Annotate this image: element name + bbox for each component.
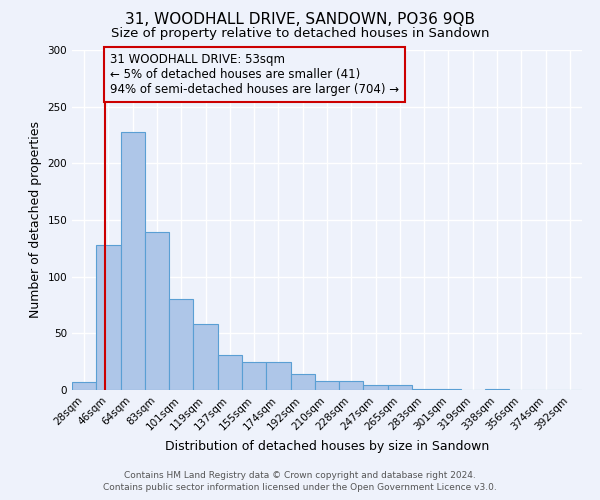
Bar [145,232,169,390]
Text: Size of property relative to detached houses in Sandown: Size of property relative to detached ho… [111,28,489,40]
Bar [339,381,364,390]
X-axis label: Distribution of detached houses by size in Sandown: Distribution of detached houses by size … [165,440,489,453]
Bar [388,386,412,390]
Bar [96,245,121,390]
Bar [364,386,388,390]
Bar [121,132,145,390]
Bar [412,389,436,390]
Bar [193,324,218,390]
Y-axis label: Number of detached properties: Number of detached properties [29,122,42,318]
Bar [266,362,290,390]
Text: 31, WOODHALL DRIVE, SANDOWN, PO36 9QB: 31, WOODHALL DRIVE, SANDOWN, PO36 9QB [125,12,475,28]
Text: 31 WOODHALL DRIVE: 53sqm
← 5% of detached houses are smaller (41)
94% of semi-de: 31 WOODHALL DRIVE: 53sqm ← 5% of detache… [110,54,399,96]
Bar [218,355,242,390]
Text: Contains HM Land Registry data © Crown copyright and database right 2024.
Contai: Contains HM Land Registry data © Crown c… [103,471,497,492]
Bar [72,382,96,390]
Bar [290,374,315,390]
Bar [485,389,509,390]
Bar [436,389,461,390]
Bar [315,381,339,390]
Bar [169,300,193,390]
Bar [242,362,266,390]
